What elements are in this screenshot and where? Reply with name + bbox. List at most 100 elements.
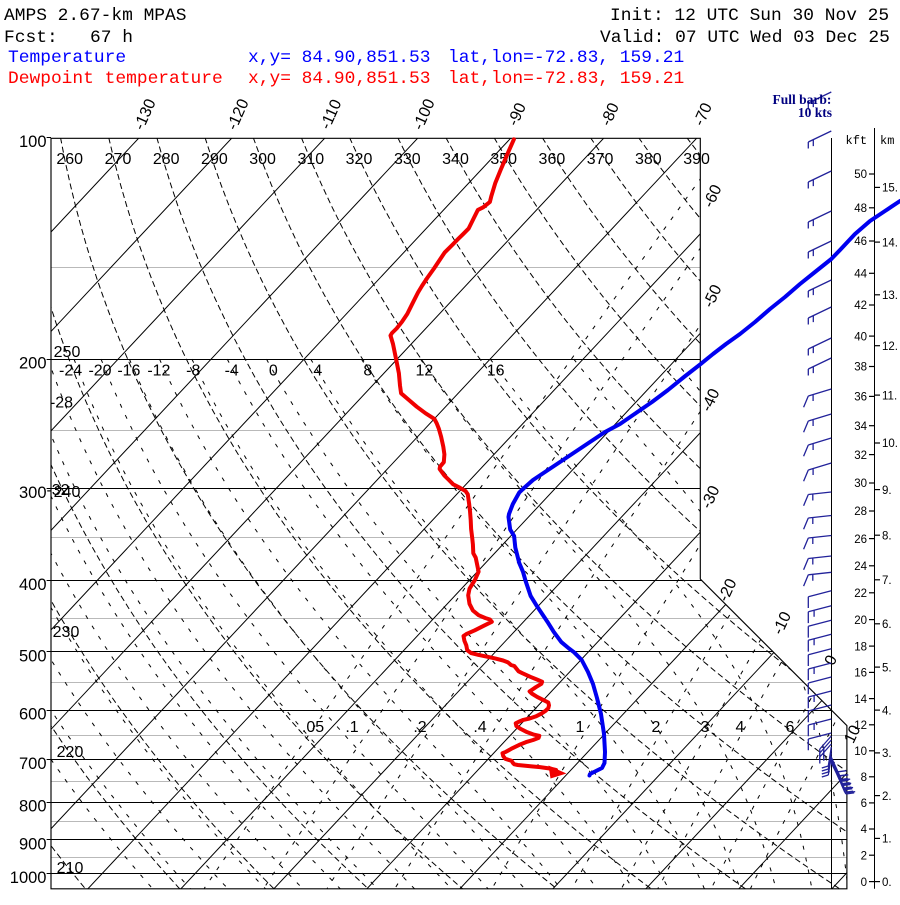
svg-text:Dewpoint temperature: Dewpoint temperature <box>8 69 223 89</box>
svg-text:15.: 15. <box>882 183 898 195</box>
svg-text:12.: 12. <box>882 341 898 353</box>
svg-text:12: 12 <box>416 363 434 380</box>
svg-text:16: 16 <box>854 668 867 680</box>
svg-text:-4: -4 <box>225 363 239 380</box>
svg-text:42: 42 <box>854 300 867 312</box>
svg-text:-24: -24 <box>59 363 82 380</box>
svg-text:2: 2 <box>652 719 661 736</box>
svg-text:40: 40 <box>854 331 867 343</box>
svg-text:8.: 8. <box>882 530 892 542</box>
svg-text:Full barb:: Full barb: <box>773 92 832 107</box>
svg-text:340: 340 <box>442 151 469 168</box>
svg-text:600: 600 <box>19 706 47 724</box>
svg-text:280: 280 <box>153 151 180 168</box>
svg-text:1.: 1. <box>882 834 892 846</box>
svg-text:0.: 0. <box>882 877 892 889</box>
svg-text:Init: 12 UTC Sun 30 Nov 25: Init: 12 UTC Sun 30 Nov 25 <box>610 6 889 26</box>
svg-text:.2: .2 <box>413 719 426 736</box>
svg-text:10: 10 <box>854 746 867 758</box>
svg-text:14: 14 <box>854 694 867 706</box>
svg-text:x,y= 84.90,851.53: x,y= 84.90,851.53 <box>248 48 431 68</box>
svg-text:14.: 14. <box>882 237 898 249</box>
svg-text:13.: 13. <box>882 290 898 302</box>
svg-text:300: 300 <box>19 484 47 502</box>
svg-text:22: 22 <box>854 588 867 600</box>
svg-text:9.: 9. <box>882 485 892 497</box>
svg-text:x,y= 84.90,851.53: x,y= 84.90,851.53 <box>248 69 431 89</box>
svg-text:AMPS 2.67-km MPAS: AMPS 2.67-km MPAS <box>4 6 187 26</box>
svg-text:200: 200 <box>19 355 47 373</box>
svg-text:Valid: 07 UTC Wed 03 Dec 25: Valid: 07 UTC Wed 03 Dec 25 <box>600 28 890 48</box>
svg-text:380: 380 <box>635 151 662 168</box>
svg-text:250: 250 <box>54 344 81 361</box>
svg-text:50: 50 <box>854 169 867 181</box>
svg-text:6: 6 <box>861 798 867 810</box>
svg-text:-16: -16 <box>117 363 140 380</box>
svg-text:20: 20 <box>854 615 867 627</box>
svg-text:36: 36 <box>854 392 867 404</box>
svg-text:-12: -12 <box>147 363 170 380</box>
svg-text:6.: 6. <box>882 619 892 631</box>
svg-text:360: 360 <box>539 151 566 168</box>
svg-text:320: 320 <box>346 151 373 168</box>
svg-text:0: 0 <box>861 877 867 889</box>
svg-text:220: 220 <box>57 744 84 761</box>
svg-text:210: 210 <box>57 860 84 877</box>
svg-text:7.: 7. <box>882 575 892 587</box>
svg-text:-32: -32 <box>46 482 69 499</box>
svg-text:390: 390 <box>683 151 710 168</box>
svg-text:6: 6 <box>786 719 795 736</box>
svg-text:310: 310 <box>297 151 324 168</box>
svg-text:1000: 1000 <box>10 869 47 887</box>
svg-text:5.: 5. <box>882 662 892 674</box>
svg-text:3: 3 <box>701 719 710 736</box>
svg-text:67 h: 67 h <box>90 28 133 48</box>
svg-text:46: 46 <box>854 236 867 248</box>
svg-text:-28: -28 <box>50 395 73 412</box>
svg-text:38: 38 <box>854 362 867 374</box>
svg-text:44: 44 <box>854 269 867 281</box>
svg-text:300: 300 <box>249 151 276 168</box>
svg-text:800: 800 <box>19 798 47 816</box>
svg-text:km: km <box>880 134 894 148</box>
svg-text:lat,lon=-72.83, 159.21: lat,lon=-72.83, 159.21 <box>448 48 684 68</box>
svg-text:100: 100 <box>19 133 47 151</box>
svg-text:32: 32 <box>854 450 867 462</box>
svg-text:34: 34 <box>854 421 867 433</box>
svg-text:12: 12 <box>854 720 867 732</box>
svg-text:330: 330 <box>394 151 421 168</box>
svg-text:0: 0 <box>269 363 278 380</box>
svg-text:400: 400 <box>19 576 47 594</box>
svg-text:4: 4 <box>736 719 745 736</box>
svg-text:kft: kft <box>846 134 868 148</box>
svg-text:2: 2 <box>861 850 867 862</box>
svg-text:.1: .1 <box>345 719 358 736</box>
svg-text:290: 290 <box>201 151 228 168</box>
svg-text:.05: .05 <box>302 719 324 736</box>
svg-text:Fcst:: Fcst: <box>4 28 58 48</box>
svg-text:16: 16 <box>487 363 505 380</box>
svg-text:1: 1 <box>576 719 585 736</box>
svg-text:700: 700 <box>19 755 47 773</box>
svg-text:240: 240 <box>54 484 81 501</box>
svg-text:500: 500 <box>19 647 47 665</box>
svg-text:48: 48 <box>854 203 867 215</box>
svg-text:24: 24 <box>854 561 867 573</box>
svg-text:-20: -20 <box>88 363 111 380</box>
svg-text:26: 26 <box>854 534 867 546</box>
svg-text:4: 4 <box>313 363 322 380</box>
svg-text:900: 900 <box>19 835 47 853</box>
svg-text:230: 230 <box>53 624 80 641</box>
svg-text:18: 18 <box>854 641 867 653</box>
svg-text:4: 4 <box>861 824 868 836</box>
svg-text:370: 370 <box>587 151 614 168</box>
svg-text:8: 8 <box>861 772 867 784</box>
svg-text:3.: 3. <box>882 748 892 760</box>
svg-text:28: 28 <box>854 506 867 518</box>
svg-text:30: 30 <box>854 478 867 490</box>
svg-text:8: 8 <box>363 363 372 380</box>
svg-text:10: 10 <box>841 723 864 746</box>
svg-text:.4: .4 <box>473 719 486 736</box>
svg-text:270: 270 <box>105 151 132 168</box>
svg-text:11.: 11. <box>882 390 897 402</box>
